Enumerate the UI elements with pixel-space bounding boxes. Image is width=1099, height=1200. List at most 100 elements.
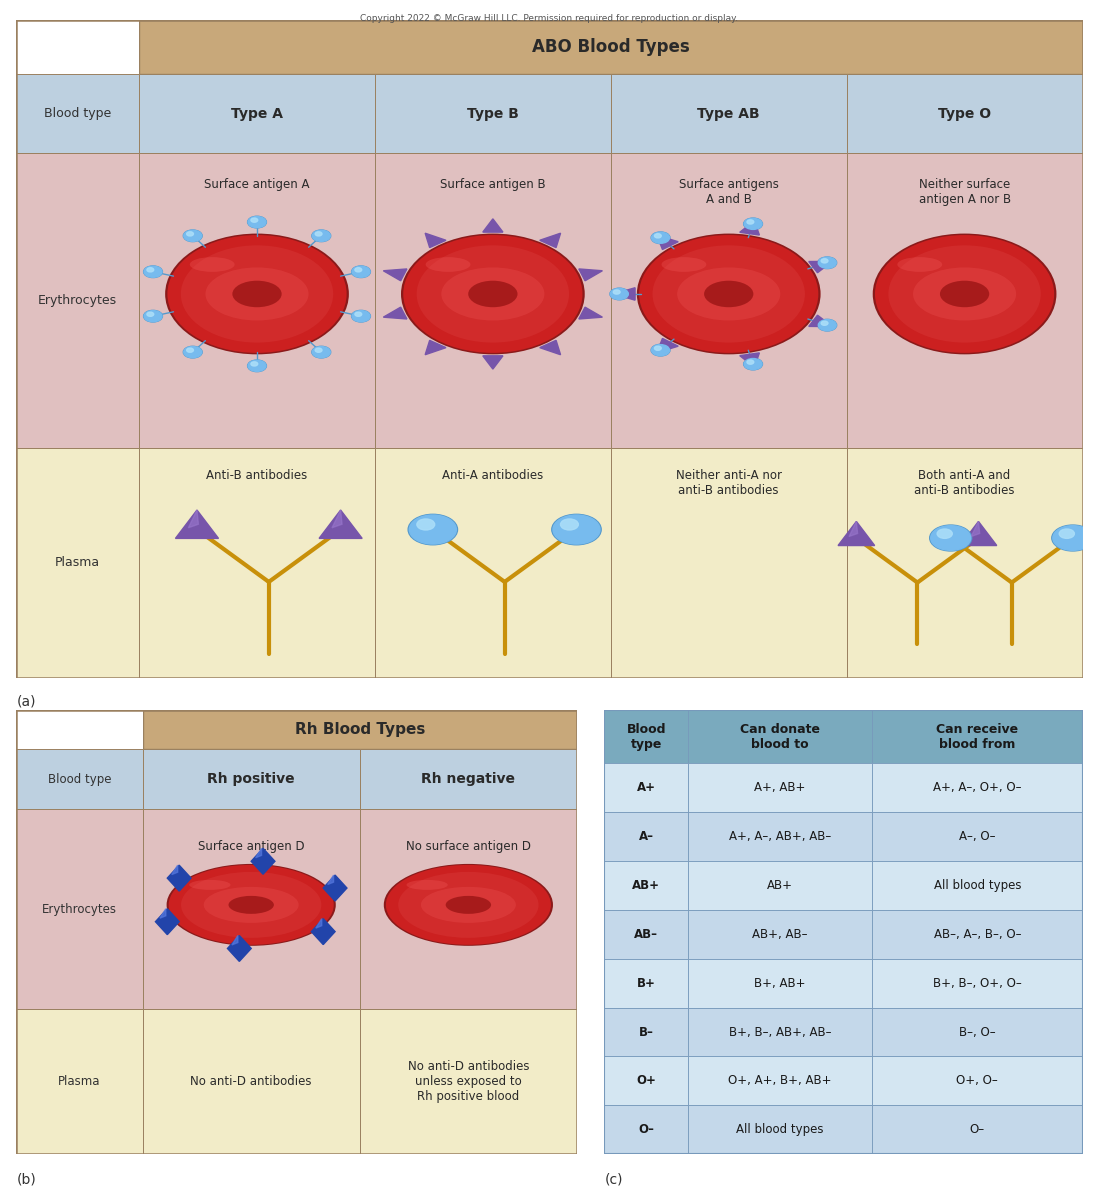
Circle shape xyxy=(147,312,154,317)
Ellipse shape xyxy=(446,896,491,914)
Text: Anti-B antibodies: Anti-B antibodies xyxy=(207,469,308,482)
Ellipse shape xyxy=(677,268,780,320)
Text: Rh Blood Types: Rh Blood Types xyxy=(295,722,425,738)
Polygon shape xyxy=(740,353,759,367)
Circle shape xyxy=(247,360,266,372)
Circle shape xyxy=(315,348,322,353)
Polygon shape xyxy=(613,288,635,300)
Circle shape xyxy=(610,288,629,300)
FancyBboxPatch shape xyxy=(375,154,611,448)
Ellipse shape xyxy=(165,234,348,354)
Polygon shape xyxy=(232,936,237,944)
Circle shape xyxy=(144,266,162,277)
Circle shape xyxy=(744,218,762,229)
Circle shape xyxy=(184,347,202,358)
Text: Neither anti-A nor
anti-B antibodies: Neither anti-A nor anti-B antibodies xyxy=(676,469,781,497)
FancyBboxPatch shape xyxy=(688,910,873,959)
Circle shape xyxy=(930,526,972,551)
Ellipse shape xyxy=(704,281,754,307)
Ellipse shape xyxy=(468,281,518,307)
Ellipse shape xyxy=(398,872,539,938)
Polygon shape xyxy=(188,510,199,528)
FancyBboxPatch shape xyxy=(873,710,1083,763)
Circle shape xyxy=(355,312,362,317)
Text: A–, O–: A–, O– xyxy=(959,829,996,842)
Circle shape xyxy=(248,360,266,371)
FancyBboxPatch shape xyxy=(143,710,577,750)
FancyBboxPatch shape xyxy=(873,959,1083,1008)
Text: Type A: Type A xyxy=(231,107,284,121)
Text: Surface antigen B: Surface antigen B xyxy=(440,179,546,191)
Polygon shape xyxy=(809,262,832,272)
Polygon shape xyxy=(809,316,832,326)
Polygon shape xyxy=(579,269,602,281)
Circle shape xyxy=(931,526,970,551)
FancyBboxPatch shape xyxy=(688,710,873,763)
Text: A+: A+ xyxy=(636,781,656,793)
FancyBboxPatch shape xyxy=(873,1105,1083,1154)
Ellipse shape xyxy=(425,257,470,272)
Circle shape xyxy=(652,344,669,355)
Text: All blood types: All blood types xyxy=(933,878,1021,892)
Polygon shape xyxy=(425,233,446,247)
FancyBboxPatch shape xyxy=(873,1056,1083,1105)
FancyBboxPatch shape xyxy=(604,710,688,763)
Text: O+, O–: O+, O– xyxy=(956,1074,998,1087)
Circle shape xyxy=(187,348,193,353)
FancyBboxPatch shape xyxy=(604,860,688,910)
Polygon shape xyxy=(328,875,334,884)
Ellipse shape xyxy=(940,281,989,307)
Circle shape xyxy=(744,359,763,370)
Text: ABO Blood Types: ABO Blood Types xyxy=(532,38,690,56)
Ellipse shape xyxy=(442,268,544,320)
FancyBboxPatch shape xyxy=(873,763,1083,811)
Ellipse shape xyxy=(873,234,1056,354)
Text: Copyright 2022 © McGraw Hill LLC. Permission required for reproduction or displa: Copyright 2022 © McGraw Hill LLC. Permis… xyxy=(360,14,739,23)
Polygon shape xyxy=(657,235,678,250)
Ellipse shape xyxy=(206,268,309,320)
Circle shape xyxy=(747,220,754,224)
Text: Neither surface
antigen A nor B: Neither surface antigen A nor B xyxy=(919,179,1011,206)
Text: (c): (c) xyxy=(604,1172,623,1186)
Text: B+: B+ xyxy=(636,977,656,990)
Polygon shape xyxy=(482,218,503,232)
Polygon shape xyxy=(961,522,997,546)
Polygon shape xyxy=(425,341,446,355)
Circle shape xyxy=(187,232,193,236)
Polygon shape xyxy=(657,338,678,353)
Ellipse shape xyxy=(386,865,551,944)
Text: Plasma: Plasma xyxy=(58,1075,101,1088)
Ellipse shape xyxy=(181,245,333,342)
FancyBboxPatch shape xyxy=(375,74,611,154)
Ellipse shape xyxy=(167,864,336,946)
Circle shape xyxy=(819,319,836,331)
FancyBboxPatch shape xyxy=(16,1009,143,1154)
Circle shape xyxy=(312,230,330,241)
FancyBboxPatch shape xyxy=(611,154,846,448)
Polygon shape xyxy=(256,848,262,858)
Circle shape xyxy=(818,257,836,269)
Polygon shape xyxy=(332,510,342,528)
FancyBboxPatch shape xyxy=(688,1056,873,1105)
FancyBboxPatch shape xyxy=(873,1008,1083,1056)
Polygon shape xyxy=(176,510,219,539)
Text: A+, A–, AB+, AB–: A+, A–, AB+, AB– xyxy=(729,829,831,842)
Text: O–: O– xyxy=(639,1123,654,1136)
FancyBboxPatch shape xyxy=(604,910,688,959)
Text: O–: O– xyxy=(969,1123,985,1136)
FancyBboxPatch shape xyxy=(140,74,375,154)
Ellipse shape xyxy=(401,234,585,354)
FancyBboxPatch shape xyxy=(16,448,140,678)
Circle shape xyxy=(184,347,202,358)
Text: AB+: AB+ xyxy=(767,878,793,892)
Circle shape xyxy=(409,515,456,544)
Polygon shape xyxy=(579,307,602,319)
Circle shape xyxy=(417,518,435,530)
Text: A+, A–, O+, O–: A+, A–, O+, O– xyxy=(933,781,1022,793)
FancyBboxPatch shape xyxy=(359,810,577,1009)
FancyBboxPatch shape xyxy=(604,763,688,811)
Circle shape xyxy=(1052,526,1094,551)
Text: Type B: Type B xyxy=(467,107,519,121)
FancyBboxPatch shape xyxy=(688,860,873,910)
Ellipse shape xyxy=(167,235,346,353)
